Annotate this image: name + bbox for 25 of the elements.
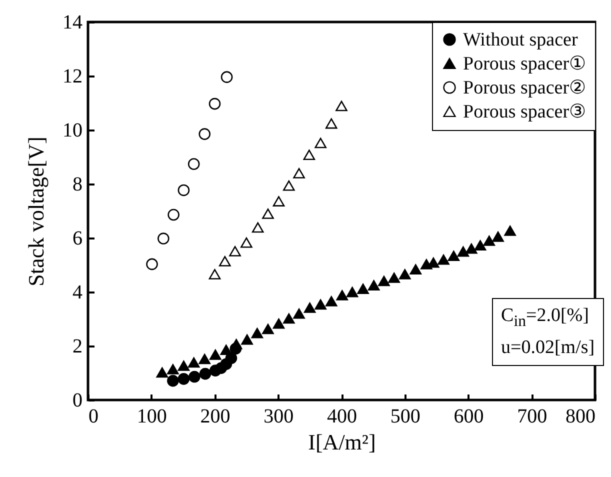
x-tick-label: 800 [566, 406, 596, 428]
annotation: C$_{in}$=2.0[%] [501, 304, 590, 332]
x-tick-label: 500 [390, 406, 420, 428]
y-tick-label: 8 [72, 174, 82, 196]
x-tick-label: 400 [327, 406, 357, 428]
y-tick-label: 14 [62, 12, 82, 34]
x-tick-label: 600 [454, 406, 484, 428]
x-tick-label: 300 [264, 406, 294, 428]
legend-label: Porous spacer② [463, 78, 586, 98]
legend-label: Porous spacer③ [463, 102, 586, 122]
y-tick-label: 6 [72, 228, 82, 250]
y-tick-label: 12 [62, 66, 82, 88]
annotation: u=0.02[m/s] [501, 336, 595, 360]
legend-label: Porous spacer① [463, 54, 586, 74]
y-tick-label: 10 [62, 120, 82, 142]
x-tick-label: 200 [200, 406, 230, 428]
x-tick-label: 700 [517, 406, 548, 428]
x-tick-label: 100 [136, 406, 167, 428]
y-tick-label: 2 [72, 336, 82, 358]
y-axis-title: Stack voltage[V] [24, 136, 48, 286]
y-tick-label: 0 [72, 390, 82, 412]
y-tick-label: 4 [72, 282, 82, 304]
x-tick-label: 0 [88, 406, 98, 428]
x-axis-title: I[A/m²] [308, 430, 376, 454]
legend-label: Without spacer [463, 30, 578, 50]
